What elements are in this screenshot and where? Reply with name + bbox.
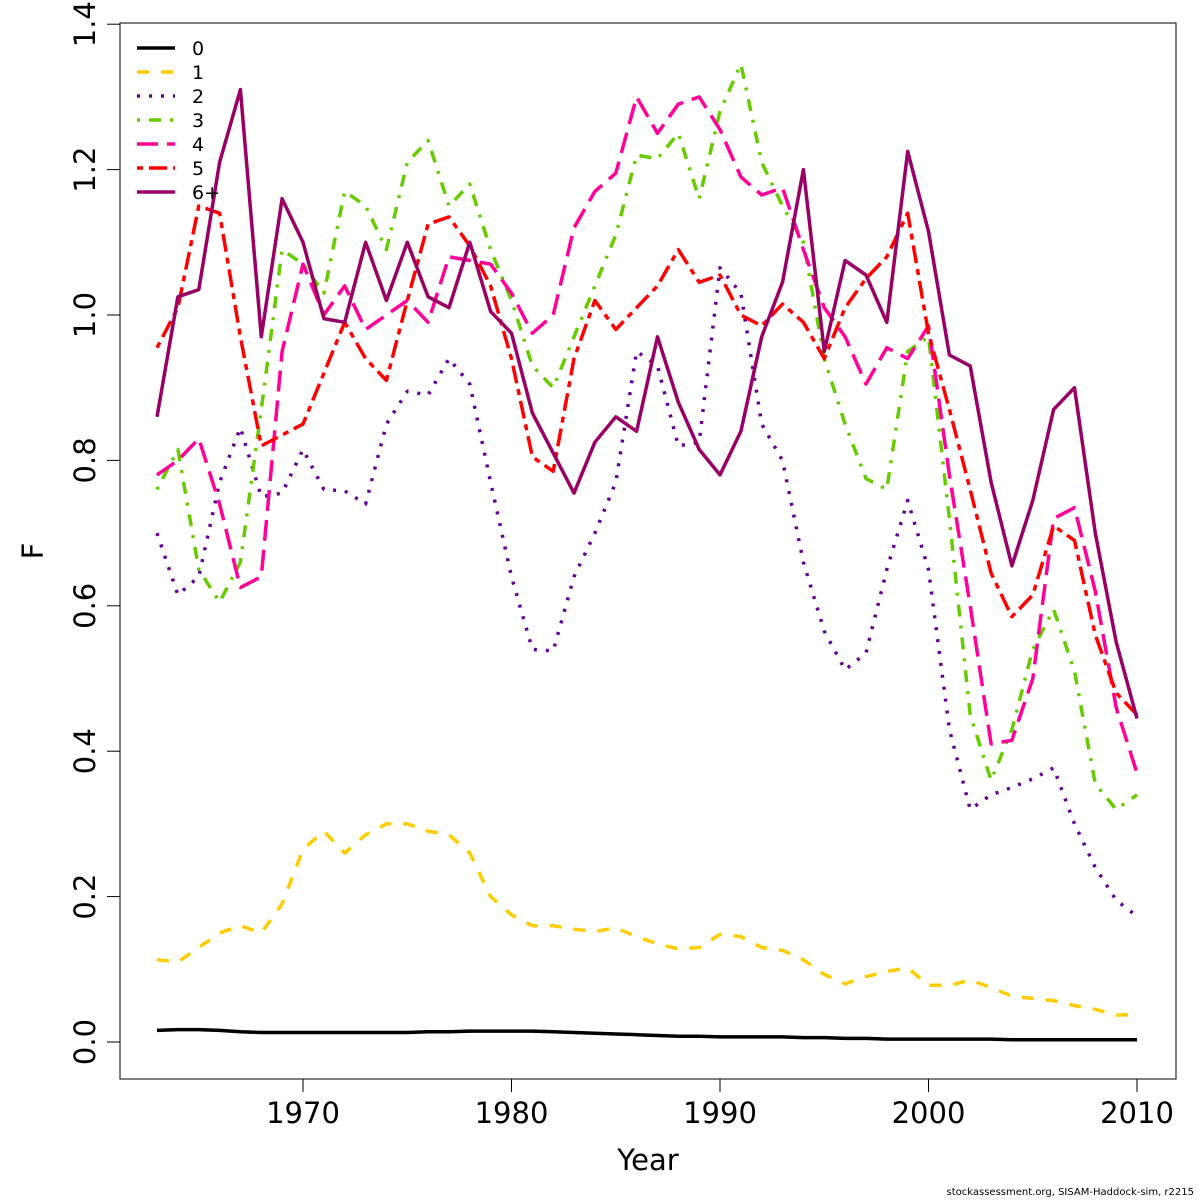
legend-label: 4	[192, 134, 204, 156]
legend-label: 3	[192, 110, 204, 132]
series-line-3	[155, 62, 1139, 812]
x-tick-label: 2000	[892, 1096, 966, 1130]
series-line-4	[156, 95, 1139, 774]
legend-label: 5	[192, 158, 204, 180]
y-tick-label: 0.6	[68, 583, 102, 629]
y-axis-label: F	[16, 543, 50, 560]
series-line-2	[155, 265, 1139, 918]
y-tick-label: 0.4	[68, 728, 102, 774]
y-tick-label: 0.0	[68, 1019, 102, 1065]
x-tick-label: 1970	[266, 1096, 340, 1130]
y-tick-label: 0.8	[68, 437, 102, 483]
y-tick-label: 1.0	[68, 292, 102, 338]
legend-label: 2	[192, 86, 204, 108]
x-tick-label: 2010	[1100, 1096, 1174, 1130]
series-line-6+	[155, 87, 1139, 719]
legend-label: 6+	[192, 182, 220, 204]
series-lines	[155, 62, 1139, 1042]
plot-frame	[119, 22, 1177, 1080]
series-line-1	[156, 822, 1138, 1017]
legend-label: 1	[192, 62, 204, 84]
y-tick-label: 1.2	[68, 147, 102, 193]
legend-label: 0	[192, 38, 204, 60]
x-tick-label: 1980	[475, 1096, 549, 1130]
y-tick-label: 1.4	[68, 1, 102, 47]
x-tick-label: 1990	[683, 1096, 757, 1130]
y-tick-label: 0.2	[68, 874, 102, 920]
x-axis: 1970 1980 1990 2000 2010	[266, 1079, 1174, 1130]
y-axis: 0.0 0.2 0.4 0.6 0.8 1.0 1.2 1.4	[68, 1, 120, 1065]
series-line-0	[156, 1027, 1137, 1042]
series-line-5	[155, 204, 1139, 717]
footer-credit: stockassessment.org, SISAM-Haddock-sim, …	[946, 1187, 1195, 1198]
x-axis-label: Year	[616, 1143, 678, 1177]
